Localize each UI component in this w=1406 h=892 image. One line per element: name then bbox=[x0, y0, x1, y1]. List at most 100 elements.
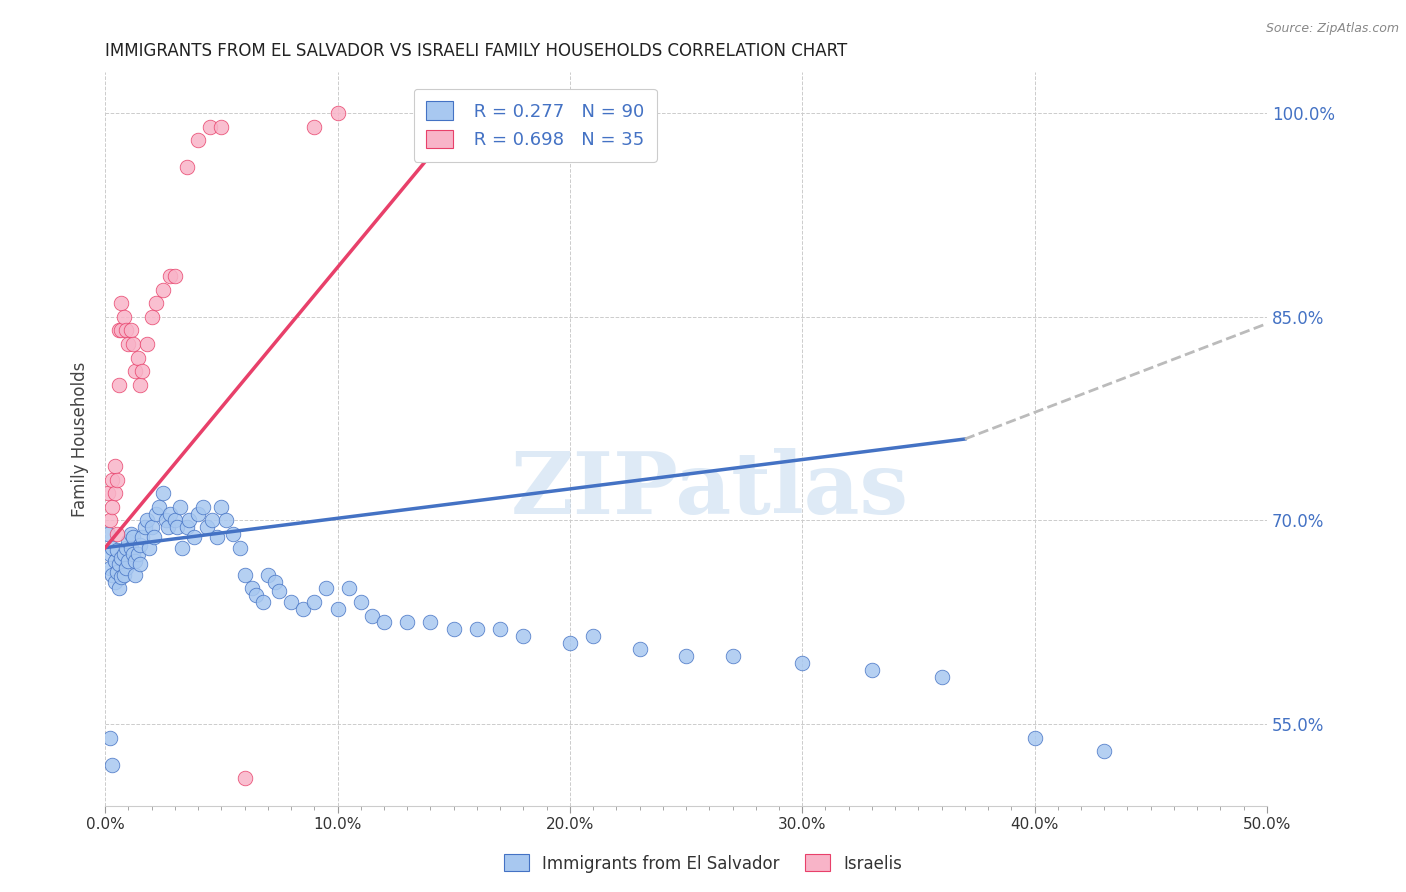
Point bbox=[155, 513, 177, 527]
Point bbox=[183, 530, 205, 544]
Point bbox=[127, 351, 149, 365]
Point bbox=[169, 500, 191, 514]
Point bbox=[156, 520, 179, 534]
Point bbox=[141, 310, 163, 324]
Point bbox=[721, 649, 744, 664]
Point bbox=[163, 513, 186, 527]
Point bbox=[337, 582, 360, 596]
Point bbox=[191, 500, 214, 514]
Point bbox=[291, 601, 314, 615]
Point bbox=[143, 530, 166, 544]
Point bbox=[105, 527, 128, 541]
Point bbox=[112, 548, 135, 562]
Point bbox=[117, 337, 139, 351]
Point bbox=[159, 269, 181, 284]
Point bbox=[163, 269, 186, 284]
Legend: Immigrants from El Salvador, Israelis: Immigrants from El Salvador, Israelis bbox=[498, 847, 908, 880]
Point bbox=[233, 567, 256, 582]
Point bbox=[108, 377, 131, 392]
Point bbox=[1092, 744, 1115, 758]
Point bbox=[110, 296, 132, 310]
Point bbox=[166, 520, 188, 534]
Point bbox=[115, 323, 138, 337]
Point bbox=[138, 541, 160, 555]
Point bbox=[233, 772, 256, 786]
Point bbox=[931, 670, 953, 684]
Point bbox=[176, 520, 198, 534]
Point bbox=[131, 530, 153, 544]
Point bbox=[98, 731, 121, 745]
Point bbox=[176, 161, 198, 175]
Point bbox=[120, 323, 142, 337]
Point bbox=[396, 615, 419, 630]
Y-axis label: Family Households: Family Households bbox=[72, 361, 89, 516]
Text: Source: ZipAtlas.com: Source: ZipAtlas.com bbox=[1265, 22, 1399, 36]
Point bbox=[205, 530, 228, 544]
Point bbox=[582, 629, 605, 643]
Point bbox=[209, 500, 232, 514]
Point bbox=[122, 548, 145, 562]
Point bbox=[860, 663, 883, 677]
Point bbox=[110, 570, 132, 584]
Point bbox=[115, 541, 138, 555]
Point bbox=[108, 582, 131, 596]
Point bbox=[361, 608, 384, 623]
Point bbox=[103, 574, 125, 589]
Point bbox=[124, 364, 146, 378]
Point bbox=[269, 584, 291, 599]
Point bbox=[145, 507, 167, 521]
Point bbox=[240, 582, 263, 596]
Point bbox=[127, 548, 149, 562]
Point bbox=[117, 533, 139, 548]
Point bbox=[177, 513, 200, 527]
Point bbox=[1024, 731, 1046, 745]
Point bbox=[120, 527, 142, 541]
Point bbox=[198, 120, 221, 134]
Point bbox=[280, 595, 302, 609]
Point bbox=[96, 486, 118, 500]
Point bbox=[112, 310, 135, 324]
Point bbox=[197, 520, 219, 534]
Point bbox=[108, 557, 131, 571]
Point bbox=[103, 486, 125, 500]
Point bbox=[675, 649, 697, 664]
Point bbox=[96, 527, 118, 541]
Point bbox=[134, 520, 156, 534]
Point bbox=[170, 541, 193, 555]
Point bbox=[105, 473, 128, 487]
Text: ZIPatlas: ZIPatlas bbox=[510, 449, 908, 533]
Legend:  R = 0.277   N = 90,  R = 0.698   N = 35: R = 0.277 N = 90, R = 0.698 N = 35 bbox=[413, 89, 657, 161]
Point bbox=[152, 486, 174, 500]
Point bbox=[131, 364, 153, 378]
Point bbox=[136, 337, 159, 351]
Point bbox=[373, 615, 395, 630]
Point bbox=[443, 106, 465, 120]
Point bbox=[101, 757, 124, 772]
Point bbox=[98, 513, 121, 527]
Point bbox=[101, 500, 124, 514]
Point bbox=[115, 561, 138, 575]
Point bbox=[122, 530, 145, 544]
Point bbox=[110, 551, 132, 566]
Point bbox=[101, 567, 124, 582]
Point bbox=[148, 500, 170, 514]
Point bbox=[110, 323, 132, 337]
Text: IMMIGRANTS FROM EL SALVADOR VS ISRAELI FAMILY HOUSEHOLDS CORRELATION CHART: IMMIGRANTS FROM EL SALVADOR VS ISRAELI F… bbox=[105, 42, 848, 60]
Point bbox=[105, 543, 128, 558]
Point bbox=[326, 601, 349, 615]
Point bbox=[129, 557, 152, 571]
Point bbox=[245, 588, 267, 602]
Point bbox=[257, 567, 280, 582]
Point bbox=[129, 538, 152, 552]
Point bbox=[512, 629, 534, 643]
Point bbox=[112, 567, 135, 582]
Point bbox=[101, 473, 124, 487]
Point bbox=[215, 513, 238, 527]
Point bbox=[263, 574, 285, 589]
Point bbox=[222, 527, 245, 541]
Point bbox=[145, 296, 167, 310]
Point bbox=[129, 377, 152, 392]
Point bbox=[152, 283, 174, 297]
Point bbox=[141, 520, 163, 534]
Point bbox=[419, 615, 441, 630]
